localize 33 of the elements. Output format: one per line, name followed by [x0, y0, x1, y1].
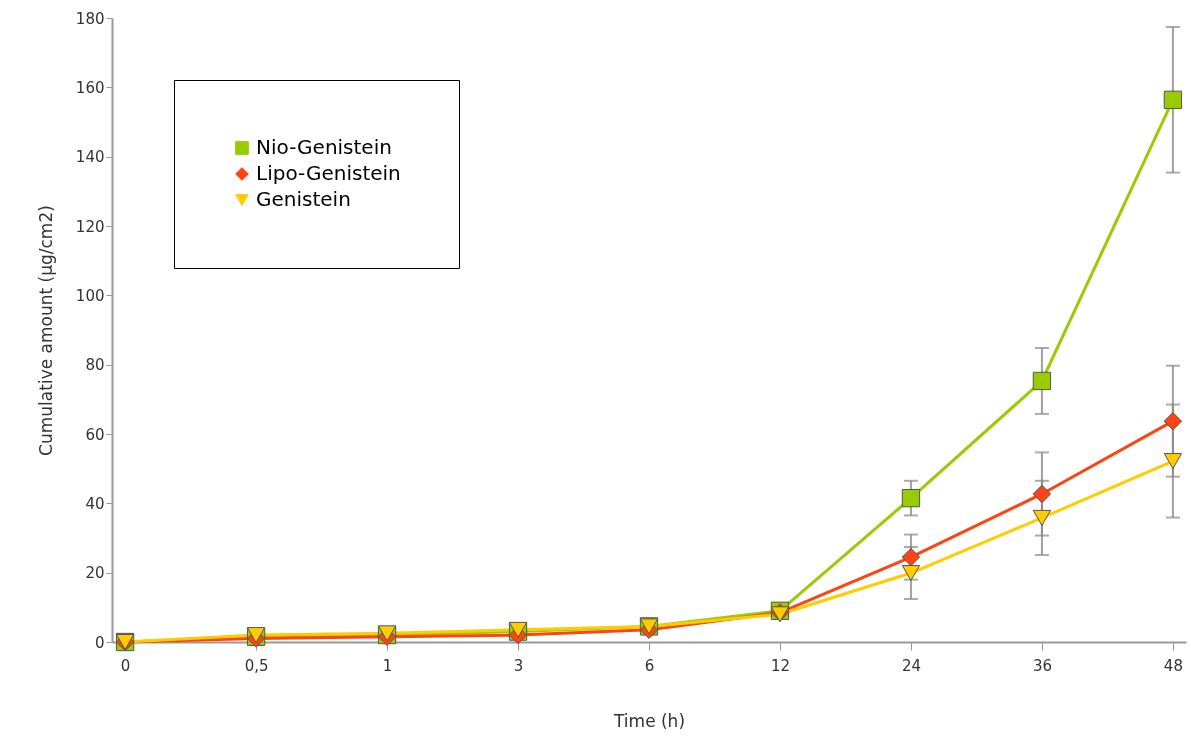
x-tick-label: 48 — [1163, 656, 1183, 675]
y-tick-label: 40 — [85, 494, 105, 513]
y-tick-label: 0 — [94, 633, 105, 652]
y-tick-label: 140 — [75, 148, 105, 167]
y-axis-title: Cumulative amount (µg/cm2) — [35, 205, 56, 456]
y-tick-label: 80 — [85, 356, 105, 375]
x-tick-label: 0,5 — [244, 656, 269, 675]
y-tick-label: 60 — [85, 425, 105, 444]
x-tick-label: 6 — [644, 656, 655, 675]
legend-label: Lipo-Genistein — [256, 161, 401, 185]
x-tick-label: 36 — [1032, 656, 1052, 675]
legend-label: Genistein — [256, 187, 351, 211]
x-tick-label: 3 — [513, 656, 524, 675]
y-tick-label: 100 — [75, 286, 105, 305]
x-tick-label: 0 — [120, 656, 131, 675]
x-tick-label: 12 — [770, 656, 791, 675]
point — [1163, 90, 1183, 109]
point — [901, 547, 921, 567]
point — [901, 565, 921, 582]
point — [1163, 412, 1183, 431]
x-tick-label: 1 — [382, 656, 393, 675]
point — [1032, 509, 1052, 526]
x-axis-title: Time (h) — [612, 710, 686, 731]
y-tick-label: 160 — [75, 78, 105, 97]
y-tick-label: 20 — [85, 564, 105, 583]
y-tick-label: 180 — [75, 9, 105, 28]
legend-label: Nio-Genistein — [256, 135, 392, 159]
point — [1032, 371, 1052, 391]
y-tick-label: 120 — [75, 217, 105, 236]
x-tick-label: 24 — [901, 656, 921, 675]
point — [901, 488, 921, 508]
point — [1032, 484, 1052, 504]
point — [1163, 453, 1183, 470]
